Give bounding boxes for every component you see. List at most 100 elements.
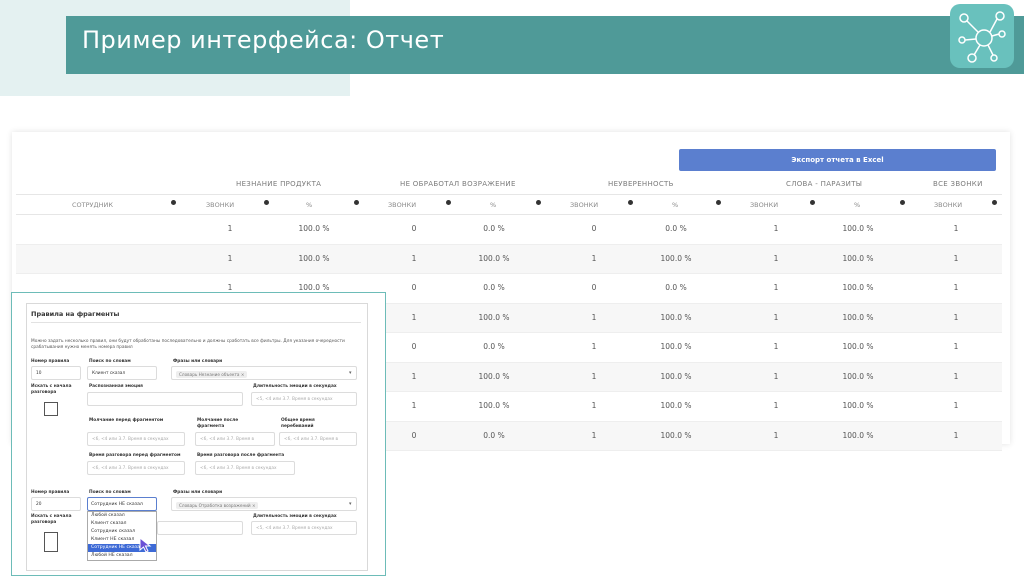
column-header-calls[interactable]: Звонки: [388, 201, 417, 209]
sort-icon[interactable]: [810, 200, 815, 205]
dropdown-option[interactable]: Сотрудник НЕ сказал: [88, 544, 156, 552]
sort-icon[interactable]: [992, 200, 997, 205]
table-cell: 100.0 %: [842, 224, 874, 233]
mouse-cursor-icon: [139, 537, 152, 553]
table-cell: 100.0 %: [660, 371, 692, 381]
table-cell: 1: [411, 312, 417, 322]
table-cell: 1: [591, 253, 597, 263]
phrases-select[interactable]: Словарь Незнание объекта ×: [171, 366, 357, 380]
emotion-label: Распознанная эмоция: [89, 384, 143, 389]
table-cell: 100.0 %: [660, 401, 692, 410]
from-start-checkbox[interactable]: [44, 532, 58, 552]
talk-after-input[interactable]: <6, <4 или 3.7. Время в секундах: [195, 461, 295, 475]
table-cell: 1: [773, 430, 779, 440]
table-cell: 1: [773, 371, 779, 381]
talk-before-input[interactable]: <6, <4 или 3.7. Время в секундах: [87, 461, 185, 475]
table-cell: 1: [227, 253, 233, 263]
group-header-row: Незнание продукта Не обработал возражени…: [16, 174, 1002, 195]
table-cell: 0: [591, 224, 597, 233]
search-words-select[interactable]: Сотрудник НЕ сказал: [87, 497, 157, 511]
from-start-label: Искать с начала разговора: [31, 384, 72, 395]
sort-icon[interactable]: [900, 200, 905, 205]
rule-number-input[interactable]: 20: [31, 497, 81, 511]
dropdown-option[interactable]: Любой НЕ сказал: [91, 553, 133, 558]
group-header: Незнание продукта: [236, 180, 322, 188]
column-header-calls[interactable]: Звонки: [750, 201, 779, 209]
table-cell: 1: [953, 371, 959, 381]
group-header: Слова - паразиты: [786, 180, 863, 188]
dropdown-option[interactable]: Клиент НЕ сказал: [91, 537, 135, 542]
overlap-label: Общее время перебиваний: [281, 418, 315, 429]
emotion-select[interactable]: [87, 392, 243, 406]
emotion-select[interactable]: [157, 521, 243, 535]
table-cell: 1: [773, 224, 779, 233]
column-header-employee[interactable]: Сотрудник: [72, 201, 113, 209]
chevron-down-icon[interactable]: ▾: [349, 370, 352, 376]
dropdown-option[interactable]: Клиент сказал: [91, 521, 127, 526]
rule-number-input[interactable]: 10: [31, 366, 81, 380]
table-cell: 1: [773, 401, 779, 410]
panel-description: Можно задать несколько правил, они будут…: [31, 339, 345, 350]
table-cell: 1: [591, 401, 597, 410]
table-cell: 100.0 %: [842, 253, 874, 263]
table-cell: 0: [411, 224, 417, 233]
slide-title-bar: Пример интерфейса: Отчет: [66, 16, 1024, 74]
column-header-pct[interactable]: %: [854, 201, 861, 209]
table-cell: 100.0 %: [478, 253, 510, 263]
column-header-calls[interactable]: Звонки: [934, 201, 963, 209]
phrase-tag[interactable]: Словарь Незнание объекта ×: [176, 371, 248, 378]
sort-icon[interactable]: [716, 200, 721, 205]
search-words-label: Поиск по словам: [89, 490, 131, 495]
table-cell: 100.0 %: [298, 283, 330, 292]
panel-title: Правила на фрагменты: [31, 310, 120, 318]
table-cell: 1: [227, 283, 233, 292]
emotion-duration-input[interactable]: <5, <4 или 3.7. Время в секундах: [251, 521, 357, 535]
pause-before-input[interactable]: <6, <4 или 3.7. Время в секундах: [87, 432, 185, 446]
sort-icon[interactable]: [628, 200, 633, 205]
column-header-pct[interactable]: %: [306, 201, 313, 209]
dropdown-option[interactable]: Сотрудник сказал: [91, 529, 136, 534]
table-cell: 100.0 %: [298, 253, 330, 263]
sort-icon[interactable]: [354, 200, 359, 205]
pause-after-input[interactable]: <6, <4 или 3.7. Время в: [195, 432, 275, 446]
table-cell: 1: [591, 430, 597, 440]
table-row[interactable]: 1 100.0 % 1 100.0 % 1 100.0 % 1 100.0 % 1: [16, 244, 1002, 274]
export-excel-button[interactable]: Экспорт отчета в Excel: [679, 149, 996, 171]
group-header: Все звонки: [933, 180, 983, 188]
dropdown-option[interactable]: Любой сказал: [91, 513, 125, 518]
rule-number-label: Номер правила: [31, 490, 70, 495]
phrases-select[interactable]: Словарь Отработка возражений ×: [171, 497, 357, 511]
from-start-checkbox[interactable]: [44, 402, 58, 416]
sort-icon[interactable]: [264, 200, 269, 205]
table-cell: 0.0 %: [665, 283, 687, 292]
table-cell: 0.0 %: [483, 342, 505, 351]
sort-icon[interactable]: [171, 200, 176, 205]
table-row[interactable]: 1 100.0 % 0 0.0 % 0 0.0 % 1 100.0 % 1: [16, 215, 1002, 245]
pause-before-label: Молчание перед фрагментом: [89, 418, 164, 423]
table-cell: 100.0 %: [842, 371, 874, 381]
slide-title: Пример интерфейса: Отчет: [82, 26, 445, 54]
phrases-label: Фразы или словари: [173, 490, 223, 495]
emotion-duration-input[interactable]: <5, <4 или 3.7. Время в секундах: [251, 392, 357, 406]
column-header-calls[interactable]: Звонки: [570, 201, 599, 209]
phrase-tag[interactable]: Словарь Отработка возражений ×: [176, 502, 259, 509]
divider: [31, 322, 361, 323]
table-cell: 100.0 %: [660, 312, 692, 322]
table-cell: 1: [953, 283, 959, 292]
sort-icon[interactable]: [446, 200, 451, 205]
table-cell: 1: [591, 371, 597, 381]
table-cell: 0.0 %: [665, 224, 687, 233]
table-row[interactable]: 1 100.0 % 0 0.0 % 0 0.0 % 1 100.0 % 1: [16, 274, 1002, 304]
column-header-calls[interactable]: Звонки: [206, 201, 235, 209]
chevron-down-icon[interactable]: ▾: [349, 501, 352, 507]
overlap-input[interactable]: <6, <4 или 3.7. Время в: [279, 432, 357, 446]
column-header-pct[interactable]: %: [672, 201, 679, 209]
table-cell: 1: [591, 342, 597, 351]
sort-icon[interactable]: [536, 200, 541, 205]
fragment-rules-form: Правила на фрагменты Можно задать нескол…: [26, 303, 368, 571]
table-cell: 100.0 %: [842, 430, 874, 440]
search-words-select[interactable]: Клиент сказал: [87, 366, 157, 380]
column-header-pct[interactable]: %: [490, 201, 497, 209]
column-header-row: Сотрудник Звонки % Звонки % Звонки % Зво…: [16, 194, 1002, 215]
table-cell: 1: [411, 253, 417, 263]
